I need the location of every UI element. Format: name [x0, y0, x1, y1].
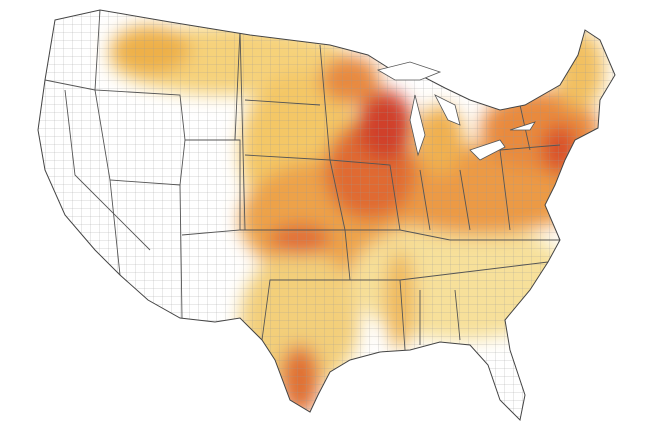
state-lines — [44, 10, 561, 351]
great-lakes — [376, 61, 536, 161]
us-outline — [37, 9, 616, 422]
